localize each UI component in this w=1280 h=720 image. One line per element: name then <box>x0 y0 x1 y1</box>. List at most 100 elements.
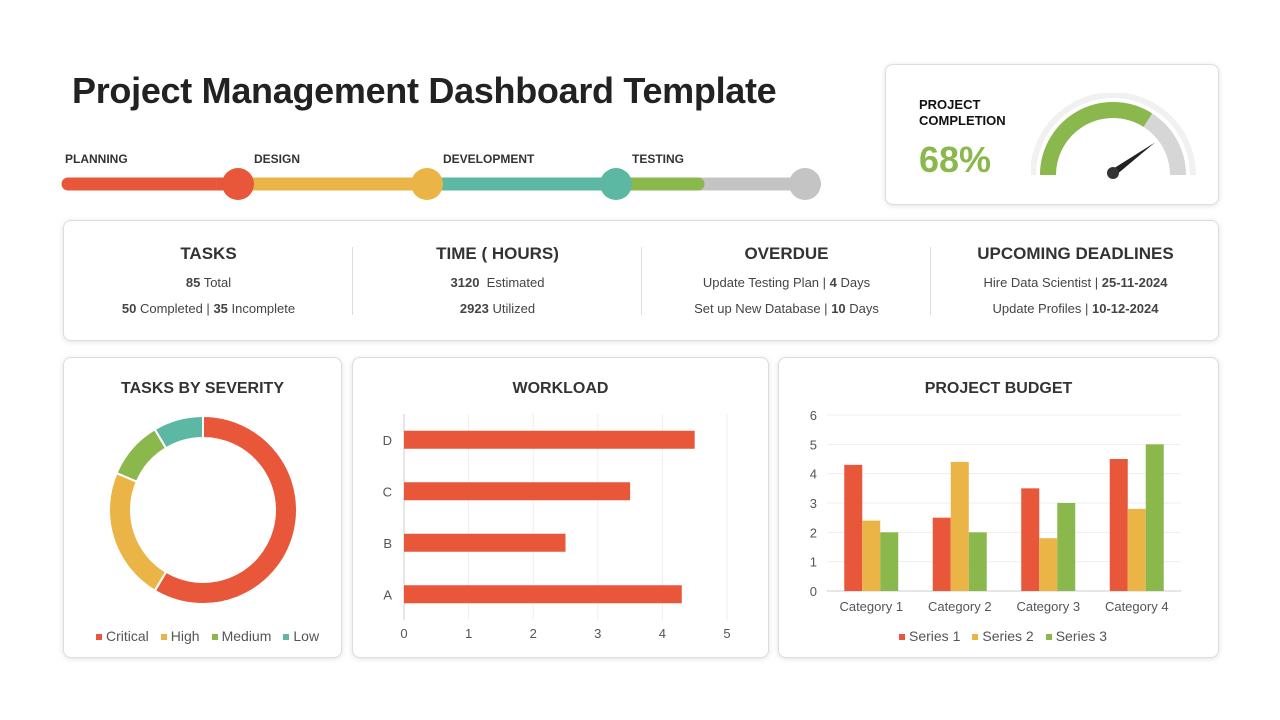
legend-high: High <box>160 628 200 644</box>
deadline-item-2-date: 10-12-2024 <box>1091 301 1159 316</box>
legend-low: Low <box>283 628 319 644</box>
phase-label-planning: PLANNING <box>65 152 128 166</box>
overdue-stat: OVERDUE Update Testing Plan | 4 Days Set… <box>642 221 931 341</box>
x-tick-label: Category 1 <box>839 599 903 614</box>
budget-bar-1-series-1 <box>844 464 863 591</box>
page-title: Project Management Dashboard Template <box>72 70 777 111</box>
budget-bar-4-series-1 <box>1109 459 1128 591</box>
tasks-title: TASKS <box>180 244 237 263</box>
budget-bar-1-series-3 <box>880 532 899 591</box>
x-tick-label: 5 <box>723 626 730 641</box>
divider <box>930 247 931 315</box>
budget-bar-3-series-3 <box>1057 503 1076 591</box>
stats-card: TASKS 85 Total 50 Completed | 35 Incompl… <box>63 220 1219 341</box>
phase-label-design: DESIGN <box>254 152 301 166</box>
milestone-development <box>600 168 632 200</box>
completion-gauge <box>1031 93 1196 179</box>
legend-series-2: Series 2 <box>972 628 1034 644</box>
x-tick-label: 2 <box>530 626 537 641</box>
budget-title: PROJECT BUDGET <box>924 380 1073 397</box>
budget-bar-2-series-3 <box>968 532 987 591</box>
milestone-testing <box>789 168 821 200</box>
overdue-item-1: Update Testing Plan | <box>702 275 830 290</box>
workload-bar-B <box>404 533 566 552</box>
budget-bar-chart: 0 1 2 3 4 5 6 Category 1 Category 2 Category 3 Cat… <box>810 408 1181 614</box>
x-tick-label: 0 <box>400 626 407 641</box>
deadline-item-1-date: 25-11-2024 <box>1101 275 1168 290</box>
severity-donut-chart <box>108 414 298 605</box>
time-stat: TIME ( HOURS) 3120 Estimated 2923 Utiliz… <box>353 221 642 341</box>
donut-slice-low <box>153 414 204 450</box>
time-utilized: 2923 <box>459 301 489 316</box>
completion-value: 68% <box>919 139 992 180</box>
phase-label-development: DEVELOPMENT <box>443 152 535 166</box>
tasks-total: 85 <box>185 275 201 290</box>
x-tick-label: 4 <box>659 626 666 641</box>
time-estimated: 3120 <box>450 275 480 290</box>
time-title: TIME ( HOURS) <box>436 244 559 263</box>
milestone-planning <box>222 168 254 200</box>
legend-series-1: Series 1 <box>899 628 960 644</box>
budget-card: PROJECT BUDGET 0 1 2 3 4 5 6 Category 1 Category… <box>778 357 1219 658</box>
legend-critical: Critical <box>96 628 149 644</box>
divider <box>352 247 353 315</box>
overdue-item-1-unit: Days <box>836 275 871 290</box>
x-tick-label: 3 <box>594 626 601 641</box>
tasks-total-label: Total <box>200 275 232 290</box>
workload-bar-chart: 0 1 2 3 4 5 A B C D <box>383 414 731 641</box>
x-tick-label: Category 2 <box>928 599 992 614</box>
workload-bar-A <box>404 585 682 604</box>
legend-medium: Medium <box>211 628 271 644</box>
divider <box>641 247 642 315</box>
tasks-incomplete-label: Incomplete <box>227 301 296 316</box>
donut-slice-critical <box>153 414 298 605</box>
budget-bar-1-series-2 <box>862 520 881 591</box>
y-tick-label: 3 <box>810 496 817 511</box>
workload-bar-C <box>404 482 631 501</box>
y-tick-label: 0 <box>810 584 817 599</box>
severity-title: TASKS BY SEVERITY <box>121 380 284 397</box>
completion-label-2: COMPLETION <box>919 113 1006 128</box>
tasks-stat: TASKS 85 Total 50 Completed | 35 Incompl… <box>64 221 353 341</box>
budget-bar-2-series-1 <box>932 517 951 591</box>
tasks-completed-label: Completed | <box>136 301 214 316</box>
budget-bar-4-series-3 <box>1145 444 1164 591</box>
y-tick-label: A <box>383 587 392 602</box>
tasks-incomplete: 35 <box>213 301 228 316</box>
severity-card: TASKS BY SEVERITY Critical High Medium L… <box>63 357 342 658</box>
time-utilized-label: Utilized <box>488 301 536 316</box>
donut-slice-high <box>108 471 168 593</box>
y-tick-label: 2 <box>810 525 817 540</box>
deadlines-stat: UPCOMING DEADLINES Hire Data Scientist |… <box>931 221 1220 341</box>
deadline-item-1: Hire Data Scientist | <box>983 275 1102 290</box>
workload-card: WORKLOAD 0 1 2 3 4 5 A B C D <box>352 357 769 658</box>
y-tick-label: 4 <box>810 467 817 482</box>
budget-bar-3-series-2 <box>1039 538 1058 591</box>
phase-timeline <box>61 168 821 200</box>
workload-title: WORKLOAD <box>512 380 609 397</box>
budget-legend: Series 1 Series 2 Series 3 <box>899 628 1107 644</box>
phase-label-testing: TESTING <box>632 152 685 166</box>
budget-bar-3-series-1 <box>1021 488 1040 591</box>
deadline-item-2: Update Profiles | <box>992 301 1092 316</box>
gauge-needle <box>1110 142 1156 176</box>
budget-bar-4-series-2 <box>1127 508 1146 591</box>
completion-label-1: PROJECT <box>919 97 981 112</box>
x-tick-label: Category 3 <box>1016 599 1080 614</box>
y-tick-label: 6 <box>810 408 817 423</box>
overdue-item-2: Set up New Database | <box>694 301 832 316</box>
x-tick-label: Category 4 <box>1105 599 1169 614</box>
overdue-item-2-unit: Days <box>845 301 879 316</box>
project-completion-card: PROJECT COMPLETION 68% <box>885 64 1219 205</box>
y-tick-label: 5 <box>810 437 817 452</box>
deadlines-title: UPCOMING DEADLINES <box>977 244 1174 263</box>
gauge-fill <box>1040 102 1153 176</box>
overdue-item-2-days: 10 <box>831 301 846 316</box>
overdue-title: OVERDUE <box>744 244 829 263</box>
gauge-needle-hub <box>1107 167 1119 179</box>
time-estimated-label: Estimated <box>479 275 545 290</box>
budget-bar-2-series-2 <box>950 461 969 591</box>
workload-bar-D <box>404 430 695 449</box>
y-tick-label: D <box>383 433 392 448</box>
overdue-item-1-days: 4 <box>829 275 837 290</box>
